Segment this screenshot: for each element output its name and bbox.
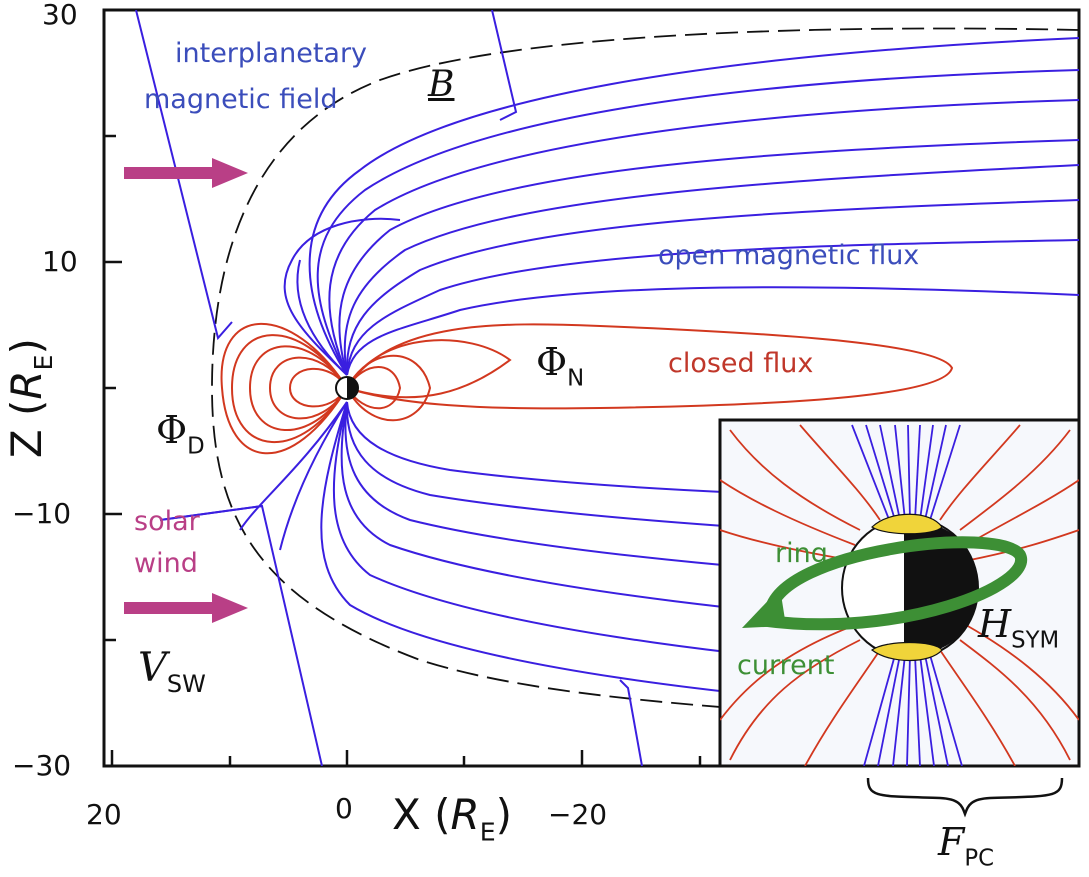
- current-label: current: [737, 650, 834, 681]
- x-axis-ticks: [112, 750, 700, 766]
- y-tick-neg30: −30: [12, 749, 71, 782]
- imf-label-line1: interplanetary: [175, 38, 367, 69]
- phi-n-label: ΦN: [536, 340, 584, 391]
- open-field-lines-north: [285, 38, 1079, 375]
- solar-wind-arrow-top: [124, 158, 248, 188]
- x-tick-20: 20: [86, 798, 122, 831]
- ring-label: ring: [775, 538, 828, 569]
- phi-d-label: ΦD: [156, 408, 205, 459]
- open-flux-label: open magnetic flux: [658, 240, 919, 271]
- closed-flux-label: closed flux: [668, 348, 813, 379]
- fpc-label: FPC: [938, 820, 994, 871]
- y-tick-neg10: −10: [12, 497, 71, 530]
- imf-label-line2: magnetic field: [144, 84, 337, 115]
- y-tick-10: 10: [42, 245, 78, 278]
- imf-symbol-b: B: [428, 64, 454, 105]
- y-axis-title: Z (RE): [2, 318, 58, 478]
- y-tick-30: 30: [42, 0, 78, 31]
- polar-cap-brace: [868, 778, 1062, 814]
- y-axis-ticks: [104, 10, 122, 766]
- x-tick-neg20: −20: [548, 798, 607, 831]
- x-axis-title: X (RE): [392, 790, 512, 846]
- x-tick-0: 0: [335, 792, 353, 825]
- solar-wind-label-line2: wind: [134, 548, 198, 579]
- polar-cap-inset: [720, 420, 1079, 766]
- solar-wind-arrow-bottom: [124, 593, 248, 623]
- earth-symbol: [336, 377, 358, 399]
- hsym-label: HSYM: [978, 602, 1059, 653]
- solar-wind-label-line1: solar: [134, 506, 200, 537]
- vsw-label: VSW: [138, 645, 206, 698]
